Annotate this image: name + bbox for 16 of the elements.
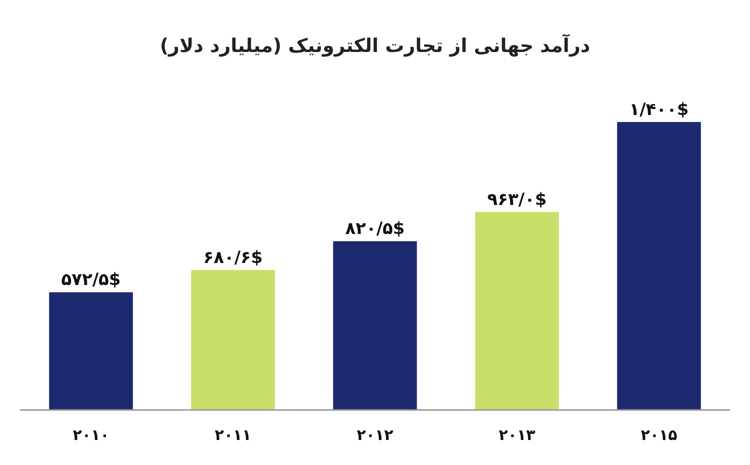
bar bbox=[617, 122, 701, 410]
chart-title: درآمد جهانی از تجارت الکترونیک (میلیارد دلار) bbox=[160, 33, 590, 57]
data-label: ۹۶۳/۰$ bbox=[487, 190, 547, 210]
data-label: ۵۷۲/۵$ bbox=[61, 270, 121, 290]
bar bbox=[333, 241, 417, 410]
x-tick-label: ۲۰۱۳ bbox=[498, 426, 536, 444]
x-tick-label: ۲۰۱۰ bbox=[72, 426, 110, 444]
bar bbox=[49, 292, 133, 410]
x-tick-label: ۲۰۱۵ bbox=[640, 426, 678, 444]
data-label: ۸۲۰/۵$ bbox=[345, 219, 405, 240]
data-label: ۶۸۰/۶$ bbox=[203, 248, 263, 268]
data-label: ۱/۴۰۰$ bbox=[629, 100, 689, 120]
bar bbox=[475, 212, 559, 410]
x-tick-label: ۲۰۱۲ bbox=[356, 426, 394, 444]
x-tick-label: ۲۰۱۱ bbox=[214, 426, 252, 444]
bar bbox=[191, 270, 275, 410]
